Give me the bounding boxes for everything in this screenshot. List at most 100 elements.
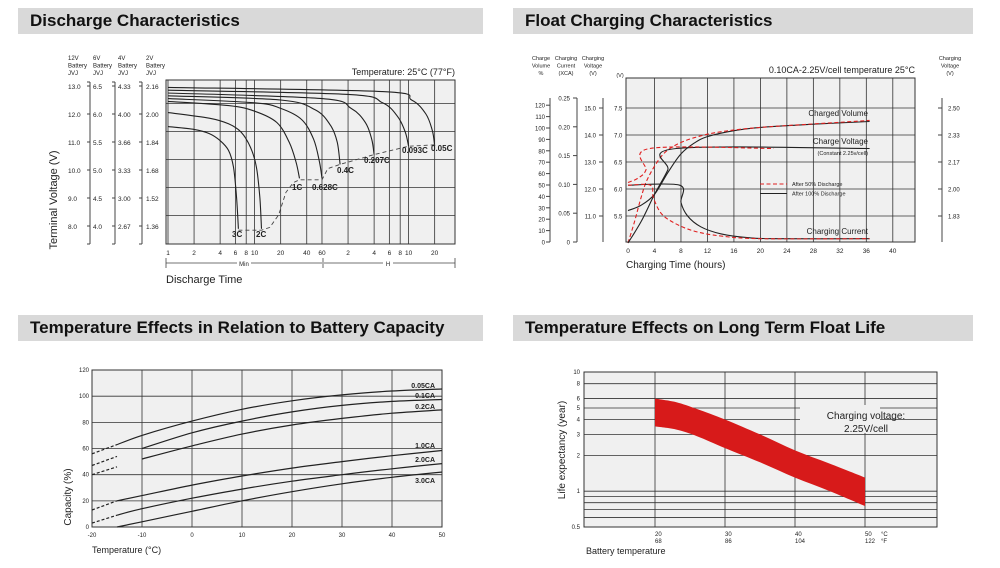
series-label: 2.0CA <box>415 457 435 464</box>
x-tick-label: 2 <box>192 250 196 257</box>
x-tick-label: 0 <box>626 248 630 255</box>
y-tick-label: 110 <box>535 115 545 121</box>
y-tick-label: 60 <box>538 172 545 178</box>
y-tick-label: 2.00 <box>146 112 159 119</box>
y-tick-label: 120 <box>79 368 90 374</box>
y-axis-header: 4V <box>118 56 125 62</box>
y-axis-header-right: Charging <box>939 56 961 62</box>
y-tick-label: 13.0 <box>584 161 596 167</box>
series-label: 0.1CA <box>415 393 435 400</box>
x-range-label-min: Min <box>239 262 249 268</box>
panel-header-temp-capacity: Temperature Effects in Relation to Batte… <box>18 315 483 341</box>
y-tick-label: 30 <box>538 206 545 212</box>
panel-header-float-charging: Float Charging Characteristics <box>513 8 973 34</box>
label-bg <box>383 259 393 267</box>
x-tick-label: 8 <box>244 250 248 257</box>
y-axis-header: Battery <box>146 64 165 70</box>
y-tick-label: 4.00 <box>118 112 131 119</box>
series-label: 0.05CA <box>411 383 435 390</box>
y-tick-label: 5.5 <box>614 215 623 221</box>
x-tick-label: 4 <box>653 248 657 255</box>
y-axis-header: Voltage <box>584 64 602 70</box>
x-tick-label-fahrenheit: 104 <box>795 539 806 545</box>
x-unit-fahrenheit: °F <box>881 539 887 545</box>
legend-label: After 50% Discharge <box>792 182 842 188</box>
x-tick-label: 30 <box>339 533 346 539</box>
x-tick-label: 20 <box>757 248 765 255</box>
y-axis-header: 6V <box>93 56 100 62</box>
curve-label-charging-current: Charging Current <box>807 227 869 236</box>
x-range-label-h: H <box>386 262 390 268</box>
y-tick-label: 5 <box>577 406 581 412</box>
series-line-0.628C <box>167 98 323 179</box>
x-tick-label: 28 <box>810 248 818 255</box>
chart-annotation: Temperature: 25°C (77°F) <box>352 67 455 77</box>
y-tick-label: 60 <box>82 447 89 453</box>
series-line-3.0CA <box>116 471 443 528</box>
x-tick-label: 36 <box>863 248 871 255</box>
y-axis-title: Capacity (%) <box>63 468 74 525</box>
series-label: 0.207C <box>364 156 390 165</box>
y-tick-label: 1.84 <box>146 140 159 147</box>
y-axis-header: JVJ <box>146 71 156 77</box>
y-tick-label: 3 <box>577 432 581 438</box>
y-axis-header: Battery <box>118 64 137 70</box>
x-axis-title: Charging Time (hours) <box>626 260 725 271</box>
x-tick-label: 4 <box>372 250 376 257</box>
y-tick-label: 4.33 <box>118 84 131 91</box>
series-label: 3C <box>232 230 242 239</box>
y-tick-label: 6.5 <box>614 161 623 167</box>
y-tick-label: 12.0 <box>68 112 81 119</box>
y-tick-label: 4.5 <box>93 196 102 203</box>
series-line-charged-volume <box>627 120 870 212</box>
y-tick-label: 2.67 <box>118 224 131 231</box>
y-tick-label: 3.33 <box>118 168 131 175</box>
curve-label-charge-voltage: Charge Voltage <box>813 137 869 146</box>
y-tick-label: 15.0 <box>584 107 596 113</box>
x-tick-label: 10 <box>251 250 259 257</box>
series-label: 0.2CA <box>415 404 435 411</box>
y-tick-label: 9.0 <box>68 196 77 203</box>
curve-label-charged-volume: Charged Volume <box>808 109 868 118</box>
y-tick-label: 1.36 <box>146 224 159 231</box>
y-tick-label: 2.16 <box>146 84 159 91</box>
x-tick-label: 1 <box>166 250 170 257</box>
x-tick-label: 50 <box>439 533 446 539</box>
y-axis-header: Charging <box>555 56 577 62</box>
plot-area <box>625 77 916 243</box>
y-tick-label: 1.68 <box>146 168 159 175</box>
chart-annotation: 0.10CA-2.25V/cell temperature 25°C <box>769 65 916 75</box>
series-label: 0.05C <box>431 144 453 153</box>
y-tick-label: 0.15 <box>558 154 570 160</box>
y-tick-label: 10.0 <box>68 168 81 175</box>
panel-title: Float Charging Characteristics <box>525 11 773 30</box>
y-axis-header-right: Voltage <box>941 64 959 70</box>
x-tick-label-celsius: 30 <box>725 532 732 538</box>
x-tick-label: 2 <box>346 250 350 257</box>
y-tick-label: 1.52 <box>146 196 159 203</box>
curve-label-constant: (Constant 2.25v/cell) <box>818 151 869 157</box>
y-tick-label: 11.0 <box>585 215 597 221</box>
x-tick-label: 32 <box>836 248 844 255</box>
y-axis-header: (V) <box>616 73 624 79</box>
x-tick-label: 60 <box>318 250 326 257</box>
series-line-3C <box>167 126 239 229</box>
series-line-charge-voltage <box>627 146 870 244</box>
chart-annotation: Charging voltage: <box>827 411 905 422</box>
y-axis-header: Battery <box>93 64 112 70</box>
x-tick-label-fahrenheit: 68 <box>655 539 662 545</box>
y-axis-header-right: (V) <box>946 71 954 77</box>
x-tick-label: 20 <box>431 250 439 257</box>
y-tick-label: 8.0 <box>68 224 77 231</box>
y-axis-header: JVJ <box>93 71 103 77</box>
panel-title: Discharge Characteristics <box>30 11 240 30</box>
x-tick-label-celsius: 40 <box>795 532 802 538</box>
series-dashed-0.2CA <box>91 466 118 476</box>
y-tick-label: 6.5 <box>93 84 102 91</box>
y-axis-header: (V) <box>589 71 597 77</box>
series-line-0.05CA <box>116 388 443 446</box>
y-axis-title: Life expectancy (year) <box>557 401 568 499</box>
y-tick-label: 0 <box>567 241 571 247</box>
series-line-0.4C <box>167 95 341 165</box>
y-tick-label: 0 <box>86 525 90 531</box>
